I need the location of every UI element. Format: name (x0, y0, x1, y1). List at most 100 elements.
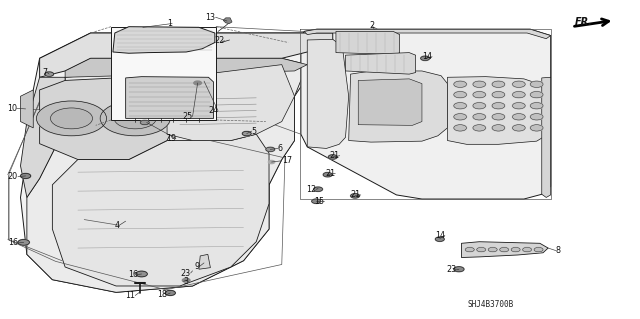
Polygon shape (349, 71, 447, 142)
Circle shape (513, 103, 525, 109)
Circle shape (500, 248, 509, 252)
Circle shape (18, 240, 29, 245)
Polygon shape (447, 77, 548, 144)
Text: 24: 24 (208, 106, 218, 115)
Polygon shape (541, 77, 550, 197)
Circle shape (473, 92, 486, 98)
Polygon shape (358, 79, 422, 125)
Circle shape (511, 248, 520, 252)
Circle shape (100, 101, 170, 136)
Circle shape (454, 114, 467, 120)
Circle shape (492, 114, 505, 120)
Polygon shape (113, 27, 215, 53)
Polygon shape (223, 18, 232, 24)
Circle shape (534, 248, 543, 252)
Circle shape (523, 248, 532, 252)
Circle shape (194, 81, 202, 85)
Text: 22: 22 (214, 36, 225, 45)
Polygon shape (27, 58, 307, 292)
Polygon shape (40, 33, 333, 77)
Text: 11: 11 (125, 291, 135, 300)
Text: 14: 14 (422, 52, 432, 61)
Text: 18: 18 (157, 290, 167, 299)
Text: 20: 20 (8, 172, 18, 181)
Polygon shape (40, 77, 180, 160)
Polygon shape (20, 33, 333, 292)
Polygon shape (199, 254, 211, 269)
Circle shape (473, 81, 486, 87)
Polygon shape (304, 29, 550, 39)
Circle shape (492, 81, 505, 87)
Text: FR.: FR. (575, 17, 593, 27)
Text: 21: 21 (330, 151, 340, 160)
Polygon shape (301, 29, 550, 199)
Text: 9: 9 (195, 262, 200, 271)
Circle shape (513, 81, 525, 87)
Text: 21: 21 (351, 190, 361, 199)
Circle shape (328, 155, 337, 159)
Text: 10: 10 (6, 104, 17, 113)
Polygon shape (167, 65, 294, 141)
Text: 16: 16 (8, 239, 18, 248)
Circle shape (531, 92, 543, 98)
Circle shape (454, 92, 467, 98)
Circle shape (266, 147, 275, 152)
Circle shape (513, 92, 525, 98)
Circle shape (420, 56, 429, 61)
Text: 21: 21 (325, 169, 335, 178)
Text: 1: 1 (167, 19, 172, 28)
Circle shape (473, 114, 486, 120)
Text: 3: 3 (184, 277, 189, 286)
Circle shape (165, 290, 175, 295)
Text: 14: 14 (435, 231, 445, 240)
Text: 13: 13 (205, 13, 216, 22)
Circle shape (36, 101, 106, 136)
Circle shape (488, 248, 497, 252)
Circle shape (465, 248, 474, 252)
Circle shape (20, 174, 31, 178)
Polygon shape (20, 90, 33, 128)
Circle shape (312, 199, 321, 204)
Circle shape (45, 72, 54, 76)
Circle shape (454, 103, 467, 109)
Circle shape (136, 271, 147, 277)
Circle shape (513, 125, 525, 131)
Polygon shape (336, 32, 399, 55)
Polygon shape (65, 58, 307, 77)
Circle shape (243, 131, 251, 136)
Circle shape (454, 267, 464, 272)
Text: 25: 25 (182, 112, 193, 121)
Text: 4: 4 (115, 221, 119, 230)
Circle shape (454, 125, 467, 131)
Text: 6: 6 (278, 144, 283, 153)
FancyBboxPatch shape (111, 27, 216, 120)
Text: 12: 12 (306, 185, 316, 194)
Circle shape (477, 248, 486, 252)
Polygon shape (307, 39, 349, 148)
Circle shape (51, 108, 93, 129)
Polygon shape (20, 77, 65, 197)
Polygon shape (125, 77, 214, 118)
Circle shape (182, 278, 190, 282)
Circle shape (454, 81, 467, 87)
Circle shape (492, 92, 505, 98)
Text: 7: 7 (42, 68, 47, 77)
Text: SHJ4B3700B: SHJ4B3700B (468, 300, 514, 309)
Circle shape (268, 160, 275, 164)
Circle shape (140, 120, 149, 125)
Circle shape (492, 125, 505, 131)
Circle shape (513, 114, 525, 120)
Circle shape (435, 237, 444, 241)
Circle shape (473, 103, 486, 109)
Circle shape (351, 194, 360, 198)
Text: 15: 15 (314, 197, 324, 206)
Polygon shape (461, 242, 548, 257)
Text: 23: 23 (180, 269, 191, 278)
Text: 2: 2 (370, 21, 375, 30)
Circle shape (323, 173, 332, 177)
Circle shape (531, 103, 543, 109)
Text: 5: 5 (252, 127, 257, 136)
Text: 19: 19 (166, 134, 176, 143)
Circle shape (531, 81, 543, 87)
Circle shape (473, 125, 486, 131)
